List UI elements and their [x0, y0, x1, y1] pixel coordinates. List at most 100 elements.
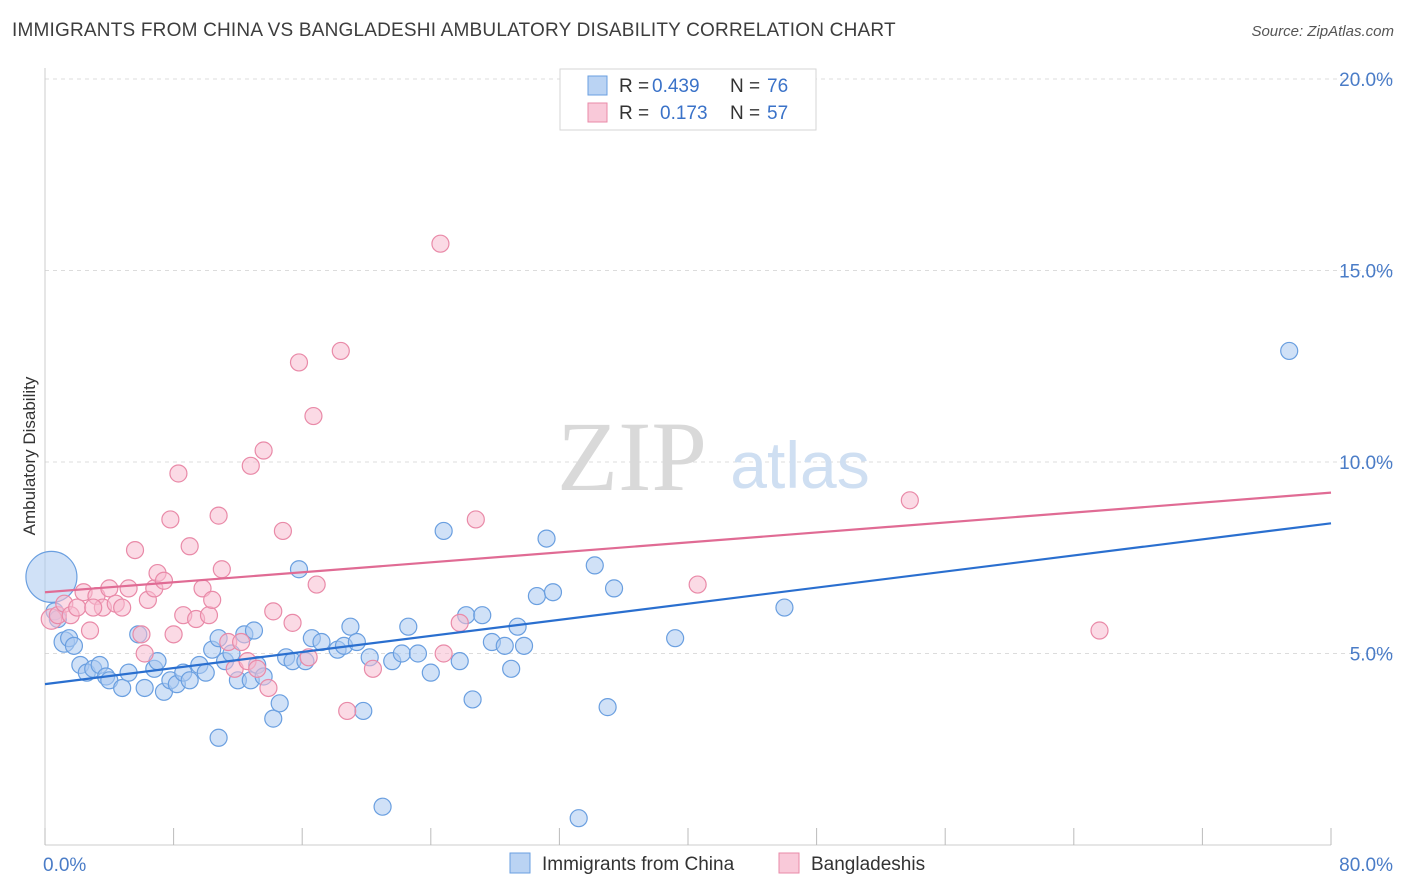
point-bangladeshis-28: [209, 506, 228, 525]
axes: [44, 68, 1332, 846]
point-bangladeshis-42: [299, 648, 318, 667]
point-china-38: [289, 560, 309, 579]
point-bangladeshis-51: [466, 510, 485, 529]
point-bangladeshis-35: [248, 659, 267, 678]
point-china-22: [180, 671, 199, 690]
point-bangladeshis-23: [180, 537, 199, 556]
point-bangladeshis-12: [119, 579, 138, 598]
data-points: [25, 234, 1299, 828]
point-bangladeshis-56: [135, 644, 154, 663]
watermark: ZIP atlas: [557, 401, 870, 512]
point-china-72: [1280, 341, 1299, 361]
legend-bottom-swatch-china: [509, 852, 531, 874]
point-china-68: [598, 698, 617, 717]
trend-line-china: [44, 522, 1332, 686]
point-bangladeshis-49: [434, 644, 453, 663]
point-bangladeshis-19: [161, 510, 180, 529]
legend-n-label-bangladeshis: N =: [730, 103, 760, 124]
point-china-63: [527, 586, 546, 606]
legend-bottom-label-china: Immigrants from China: [542, 854, 735, 875]
legend-swatch-bangladeshis: [587, 102, 608, 123]
point-china-70: [666, 629, 685, 648]
point-bangladeshis-40: [283, 613, 302, 632]
point-bangladeshis-48: [431, 234, 450, 253]
point-china-47: [373, 797, 392, 816]
chart-title: IMMIGRANTS FROM CHINA VS BANGLADESHI AMB…: [12, 20, 896, 41]
point-bangladeshis-39: [273, 521, 293, 541]
point-china-73: [209, 728, 228, 747]
point-bangladeshis-55: [84, 598, 103, 617]
point-china-53: [434, 521, 453, 541]
point-bangladeshis-36: [254, 441, 273, 460]
tick-labels: 5.0% 10.0% 15.0% 20.0% 0.0% 80.0%: [43, 70, 1393, 876]
legend-n-label-china: N =: [730, 76, 760, 97]
point-bangladeshis-29: [212, 560, 231, 579]
y-tick-label-0: 5.0%: [1350, 645, 1393, 666]
point-china-62: [514, 636, 534, 655]
point-bangladeshis-34: [241, 456, 260, 475]
source-label: Source: ZipAtlas.com: [1251, 23, 1394, 40]
point-bangladeshis-20: [164, 625, 183, 644]
point-china-57: [473, 606, 492, 625]
point-china-51: [408, 644, 428, 663]
point-bangladeshis-4: [68, 598, 87, 617]
legend-top: R = 0.439 N = 76 R = 0.173 N = 57: [559, 68, 817, 131]
trend-line-bangladeshis: [44, 491, 1332, 594]
x-tick-label-0: 0.0%: [43, 855, 86, 876]
point-bangladeshis-37: [259, 678, 278, 698]
point-bangladeshis-45: [331, 341, 350, 361]
point-china-65: [543, 583, 563, 602]
legend-r-value-china: 0.439: [652, 76, 700, 97]
legend-r-label-bangladeshis: R =: [619, 103, 649, 124]
point-china-34: [264, 709, 283, 728]
point-bangladeshis-46: [338, 701, 357, 721]
point-bangladeshis-18: [154, 571, 174, 590]
point-bangladeshis-14: [132, 625, 151, 644]
point-china-0: [25, 550, 78, 604]
legend-n-value-china: 76: [767, 76, 788, 97]
legend-bottom-label-bangladeshis: Bangladeshis: [811, 854, 925, 875]
point-china-64: [537, 529, 556, 548]
watermark-zip: ZIP: [557, 401, 707, 512]
point-china-69: [604, 579, 624, 598]
y-axis-label: Ambulatory Disability: [20, 376, 39, 535]
legend-n-value-bangladeshis: 57: [767, 103, 788, 124]
gridlines: [45, 78, 1393, 654]
point-china-54: [450, 652, 469, 671]
point-china-60: [502, 659, 521, 678]
point-china-50: [399, 617, 418, 636]
legend-r-label-china: R =: [619, 76, 649, 97]
legend-r-value-bangladeshis: 0.173: [660, 103, 708, 124]
point-bangladeshis-47: [363, 659, 383, 678]
point-bangladeshis-44: [307, 575, 326, 594]
y-tick-label-1: 10.0%: [1339, 453, 1393, 474]
x-tick-label-1: 80.0%: [1339, 855, 1393, 876]
point-bangladeshis-26: [199, 606, 219, 625]
point-bangladeshis-21: [169, 464, 188, 483]
point-china-24: [196, 663, 215, 682]
point-bangladeshis-38: [264, 602, 283, 621]
trend-lines: [44, 491, 1332, 686]
point-bangladeshis-27: [203, 590, 222, 609]
point-china-35: [270, 694, 289, 713]
point-china-74: [244, 621, 264, 640]
point-bangladeshis-32: [232, 632, 251, 652]
point-china-15: [135, 678, 154, 698]
point-china-45: [347, 632, 366, 652]
point-bangladeshis-41: [289, 353, 309, 372]
point-china-52: [421, 663, 440, 682]
point-bangladeshis-50: [450, 613, 469, 632]
point-bangladeshis-54: [1090, 621, 1109, 640]
point-bangladeshis-52: [688, 575, 707, 594]
point-bangladeshis-11: [113, 598, 132, 617]
point-china-66: [569, 809, 588, 828]
legend-bottom-swatch-bangladeshis: [778, 852, 800, 874]
point-china-12: [113, 678, 132, 698]
legend-swatch-china: [587, 75, 608, 96]
legend-bottom: Immigrants from China Bangladeshis: [509, 852, 925, 875]
point-bangladeshis-53: [900, 491, 919, 510]
point-china-49: [392, 644, 411, 663]
point-china-5: [64, 636, 84, 655]
point-bangladeshis-43: [304, 406, 323, 426]
point-bangladeshis-13: [125, 540, 145, 560]
